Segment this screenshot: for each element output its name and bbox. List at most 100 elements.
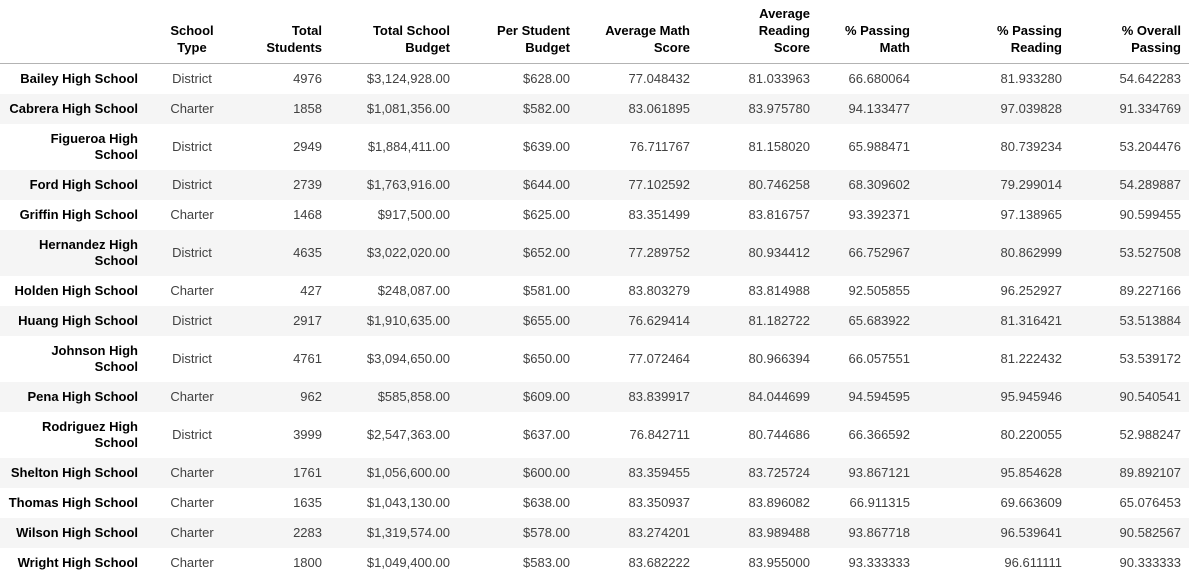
cell-pct-passing-math: 65.683922 bbox=[818, 306, 918, 336]
cell-total-school-budget: $3,124,928.00 bbox=[330, 64, 458, 95]
cell-pct-passing-reading: 80.862999 bbox=[918, 230, 1070, 276]
cell-per-student-budget: $638.00 bbox=[458, 488, 578, 518]
row-header-school-name: Thomas High School bbox=[0, 488, 150, 518]
cell-average-reading-score: 83.975780 bbox=[698, 94, 818, 124]
column-header-total-school-budget: Total School Budget bbox=[330, 0, 458, 64]
column-header-school-type: School Type bbox=[150, 0, 234, 64]
cell-total-students: 4635 bbox=[234, 230, 330, 276]
cell-average-math-score: 83.061895 bbox=[578, 94, 698, 124]
column-header-label: Math bbox=[826, 39, 910, 56]
cell-total-school-budget: $1,081,356.00 bbox=[330, 94, 458, 124]
column-header-label: Budget bbox=[338, 39, 450, 56]
cell-total-school-budget: $1,049,400.00 bbox=[330, 548, 458, 578]
cell-average-reading-score: 83.955000 bbox=[698, 548, 818, 578]
cell-pct-passing-math: 93.867121 bbox=[818, 458, 918, 488]
row-header-school-name: Rodriguez High School bbox=[0, 412, 150, 458]
cell-pct-overall-passing: 54.642283 bbox=[1070, 64, 1189, 95]
cell-average-reading-score: 83.814988 bbox=[698, 276, 818, 306]
cell-per-student-budget: $652.00 bbox=[458, 230, 578, 276]
cell-average-math-score: 77.048432 bbox=[578, 64, 698, 95]
cell-average-math-score: 76.629414 bbox=[578, 306, 698, 336]
cell-average-reading-score: 81.182722 bbox=[698, 306, 818, 336]
cell-total-students: 1858 bbox=[234, 94, 330, 124]
column-header-label: Students bbox=[242, 39, 322, 56]
cell-average-reading-score: 81.158020 bbox=[698, 124, 818, 170]
column-header-label: Total School bbox=[338, 22, 450, 39]
cell-pct-overall-passing: 52.988247 bbox=[1070, 412, 1189, 458]
cell-per-student-budget: $578.00 bbox=[458, 518, 578, 548]
cell-average-reading-score: 84.044699 bbox=[698, 382, 818, 412]
cell-pct-passing-reading: 96.539641 bbox=[918, 518, 1070, 548]
column-header-pct-passing-reading: % Passing Reading bbox=[918, 0, 1070, 64]
column-header-label: % Passing bbox=[926, 22, 1062, 39]
column-header-label: Score bbox=[586, 39, 690, 56]
cell-pct-passing-reading: 95.854628 bbox=[918, 458, 1070, 488]
row-header-school-name: Cabrera High School bbox=[0, 94, 150, 124]
row-header-school-name: Holden High School bbox=[0, 276, 150, 306]
row-header-school-name: Griffin High School bbox=[0, 200, 150, 230]
cell-per-student-budget: $637.00 bbox=[458, 412, 578, 458]
cell-per-student-budget: $625.00 bbox=[458, 200, 578, 230]
cell-average-reading-score: 80.746258 bbox=[698, 170, 818, 200]
cell-total-school-budget: $3,094,650.00 bbox=[330, 336, 458, 382]
cell-pct-overall-passing: 53.204476 bbox=[1070, 124, 1189, 170]
cell-pct-passing-reading: 80.220055 bbox=[918, 412, 1070, 458]
cell-total-students: 2283 bbox=[234, 518, 330, 548]
cell-average-math-score: 76.711767 bbox=[578, 124, 698, 170]
cell-pct-passing-math: 93.333333 bbox=[818, 548, 918, 578]
cell-average-reading-score: 83.816757 bbox=[698, 200, 818, 230]
row-header-school-name: Pena High School bbox=[0, 382, 150, 412]
cell-average-math-score: 83.350937 bbox=[578, 488, 698, 518]
column-header-label: Budget bbox=[466, 39, 570, 56]
cell-per-student-budget: $583.00 bbox=[458, 548, 578, 578]
column-header-label: Score bbox=[706, 39, 810, 56]
cell-pct-overall-passing: 53.513884 bbox=[1070, 306, 1189, 336]
cell-total-students: 1468 bbox=[234, 200, 330, 230]
cell-total-school-budget: $3,022,020.00 bbox=[330, 230, 458, 276]
cell-average-math-score: 83.803279 bbox=[578, 276, 698, 306]
cell-total-school-budget: $1,319,574.00 bbox=[330, 518, 458, 548]
cell-average-math-score: 83.359455 bbox=[578, 458, 698, 488]
cell-pct-passing-math: 68.309602 bbox=[818, 170, 918, 200]
cell-pct-overall-passing: 91.334769 bbox=[1070, 94, 1189, 124]
cell-school-type: Charter bbox=[150, 518, 234, 548]
cell-total-students: 1800 bbox=[234, 548, 330, 578]
column-header-per-student-budget: Per Student Budget bbox=[458, 0, 578, 64]
cell-school-type: District bbox=[150, 306, 234, 336]
cell-total-school-budget: $1,763,916.00 bbox=[330, 170, 458, 200]
column-header-pct-passing-math: % Passing Math bbox=[818, 0, 918, 64]
cell-per-student-budget: $600.00 bbox=[458, 458, 578, 488]
cell-per-student-budget: $581.00 bbox=[458, 276, 578, 306]
column-header-average-reading-score: Average Reading Score bbox=[698, 0, 818, 64]
cell-total-students: 2739 bbox=[234, 170, 330, 200]
cell-pct-passing-reading: 81.222432 bbox=[918, 336, 1070, 382]
cell-pct-passing-math: 93.392371 bbox=[818, 200, 918, 230]
cell-average-reading-score: 80.934412 bbox=[698, 230, 818, 276]
cell-total-students: 4976 bbox=[234, 64, 330, 95]
cell-pct-overall-passing: 89.227166 bbox=[1070, 276, 1189, 306]
cell-pct-passing-reading: 81.933280 bbox=[918, 64, 1070, 95]
cell-pct-passing-math: 94.133477 bbox=[818, 94, 918, 124]
cell-school-type: District bbox=[150, 124, 234, 170]
corner-header bbox=[0, 0, 150, 64]
cell-pct-passing-math: 66.911315 bbox=[818, 488, 918, 518]
cell-school-type: District bbox=[150, 64, 234, 95]
cell-school-type: Charter bbox=[150, 458, 234, 488]
cell-total-school-budget: $248,087.00 bbox=[330, 276, 458, 306]
cell-total-school-budget: $1,910,635.00 bbox=[330, 306, 458, 336]
cell-pct-overall-passing: 90.333333 bbox=[1070, 548, 1189, 578]
cell-school-type: Charter bbox=[150, 382, 234, 412]
cell-per-student-budget: $639.00 bbox=[458, 124, 578, 170]
cell-total-students: 2917 bbox=[234, 306, 330, 336]
cell-pct-passing-math: 66.680064 bbox=[818, 64, 918, 95]
cell-pct-overall-passing: 65.076453 bbox=[1070, 488, 1189, 518]
cell-average-math-score: 83.274201 bbox=[578, 518, 698, 548]
